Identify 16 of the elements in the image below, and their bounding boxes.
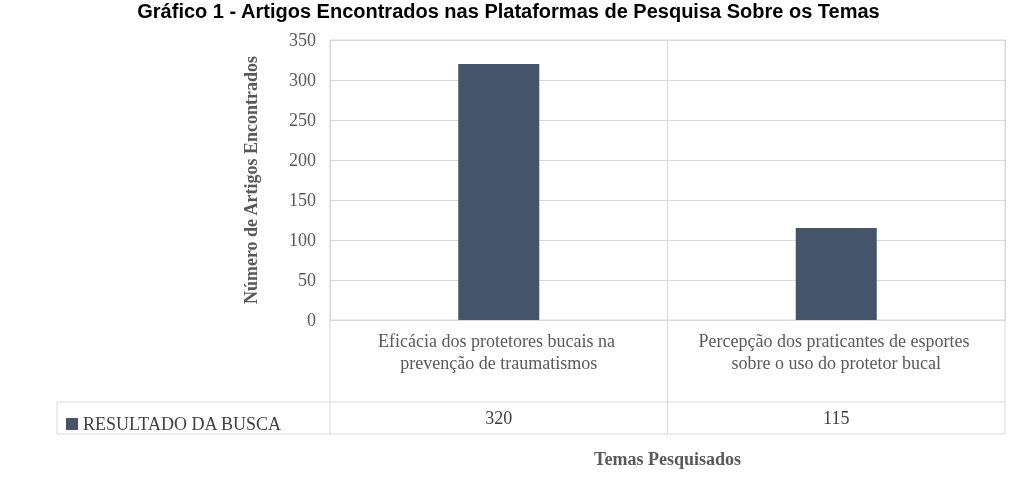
- y-tick-label: 350: [289, 30, 316, 50]
- y-axis-title: Número de Artigos Encontrados: [241, 55, 261, 305]
- chart-title: Gráfico 1 - Artigos Encontrados nas Plataformas de Pesquisa Sobre os Temas: [137, 0, 880, 22]
- y-tick-label: 100: [289, 230, 316, 250]
- y-tick-label: 300: [289, 70, 316, 90]
- legend-label: RESULTADO DA BUSCA: [83, 414, 281, 434]
- y-tick-label: 0: [307, 310, 316, 330]
- y-tick-label: 150: [289, 190, 316, 210]
- data-label: 320: [485, 408, 513, 428]
- y-tick-label: 50: [298, 270, 316, 290]
- x-axis-title: Temas Pesquisados: [594, 449, 741, 469]
- x-tick-label: Percepção dos praticantes de esportes sobre o uso do protetor bucal: [698, 331, 974, 373]
- y-tick-label: 200: [289, 150, 316, 170]
- x-tick-label: Eficácia dos protetores bucais na prevenção de traumatismos: [378, 331, 620, 373]
- data-label: 115: [823, 408, 850, 428]
- y-tick-label: 250: [289, 110, 316, 130]
